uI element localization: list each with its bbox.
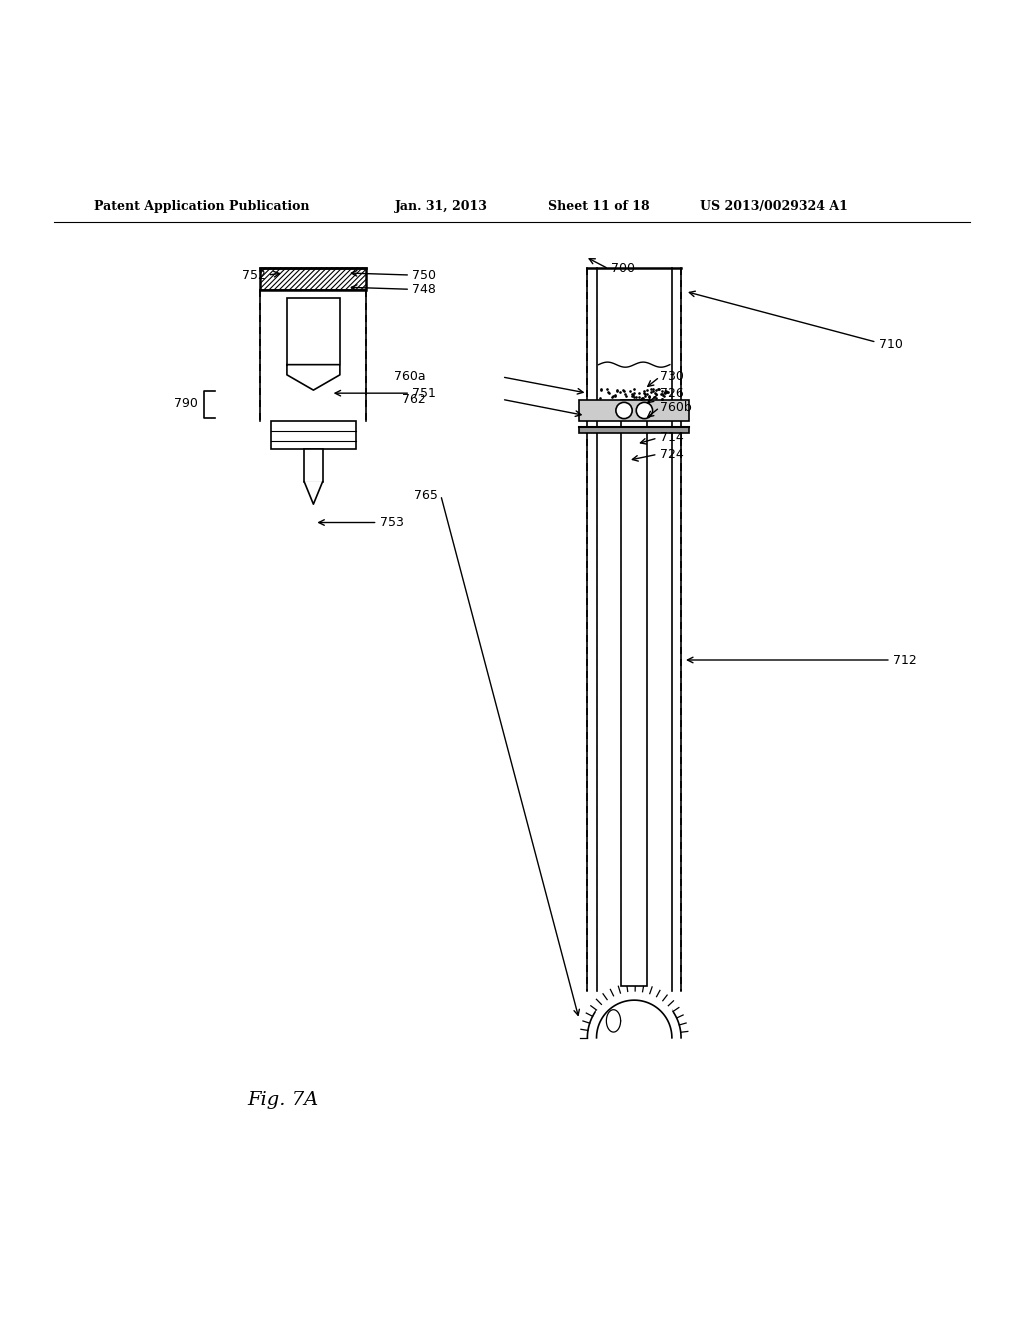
Bar xyxy=(260,268,367,290)
Circle shape xyxy=(615,403,632,418)
Text: 710: 710 xyxy=(879,338,902,351)
Polygon shape xyxy=(597,991,672,1038)
Text: 712: 712 xyxy=(893,653,916,667)
Text: 752: 752 xyxy=(242,268,265,281)
Text: 726: 726 xyxy=(659,387,683,400)
Bar xyxy=(580,426,689,433)
Text: 714: 714 xyxy=(659,432,683,445)
Bar xyxy=(287,298,340,364)
Text: 762: 762 xyxy=(401,393,425,405)
Text: 730: 730 xyxy=(659,371,684,383)
Text: 760a: 760a xyxy=(394,371,425,383)
Text: 750: 750 xyxy=(413,268,436,281)
Text: US 2013/0029324 A1: US 2013/0029324 A1 xyxy=(700,201,848,214)
Bar xyxy=(304,449,323,482)
Text: 751: 751 xyxy=(413,387,436,400)
Text: Sheet 11 of 18: Sheet 11 of 18 xyxy=(548,201,649,214)
Bar xyxy=(621,400,647,986)
Text: 753: 753 xyxy=(380,516,403,529)
Bar xyxy=(271,421,355,449)
Polygon shape xyxy=(287,364,340,391)
Circle shape xyxy=(636,403,652,418)
Text: Fig. 7A: Fig. 7A xyxy=(247,1090,318,1109)
Text: 724: 724 xyxy=(659,447,683,461)
Text: 700: 700 xyxy=(610,263,635,276)
Text: 760b: 760b xyxy=(659,401,691,414)
Text: 790: 790 xyxy=(174,397,199,409)
Polygon shape xyxy=(304,482,323,504)
Polygon shape xyxy=(597,268,672,991)
Bar xyxy=(580,400,689,421)
Text: 748: 748 xyxy=(413,282,436,296)
Text: Jan. 31, 2013: Jan. 31, 2013 xyxy=(395,201,487,214)
Text: 765: 765 xyxy=(414,488,437,502)
Text: Patent Application Publication: Patent Application Publication xyxy=(94,201,310,214)
